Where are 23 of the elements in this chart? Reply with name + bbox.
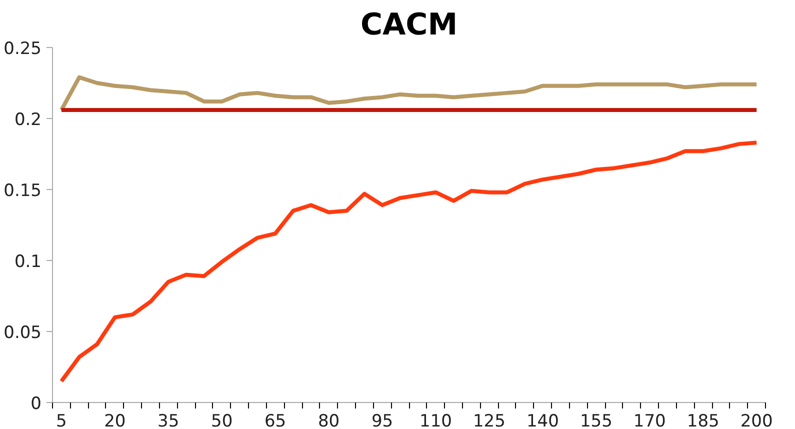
- x-tick-label: 35: [158, 412, 180, 429]
- x-tick-label: 140: [526, 412, 559, 429]
- y-tick-label: 0: [30, 394, 42, 414]
- x-tick-label: 20: [104, 412, 126, 429]
- y-tick-label: 0.2: [14, 110, 42, 130]
- x-tick-label: 50: [211, 412, 233, 429]
- x-tick-label: 170: [633, 412, 666, 429]
- x-tick-label: 125: [472, 412, 506, 429]
- chart-title: CACM: [360, 8, 458, 42]
- y-tick-label: 0.15: [4, 181, 42, 201]
- x-tick-label: 65: [264, 412, 286, 429]
- x-tick-label: 80: [318, 412, 340, 429]
- x-tick-label: 95: [371, 412, 394, 429]
- x-tick-label: 185: [686, 412, 720, 429]
- x-tick-label: 200: [740, 412, 773, 429]
- x-tick-label: 155: [580, 412, 612, 429]
- y-tick-label: 0.1: [14, 252, 42, 272]
- line-series: [59, 140, 759, 384]
- line-series: [59, 75, 759, 112]
- y-tick-label: 0.05: [4, 323, 42, 343]
- x-tick-label: 110: [420, 412, 452, 429]
- x-tick-label: 5: [56, 412, 67, 429]
- y-tick-label: 0.25: [4, 39, 42, 59]
